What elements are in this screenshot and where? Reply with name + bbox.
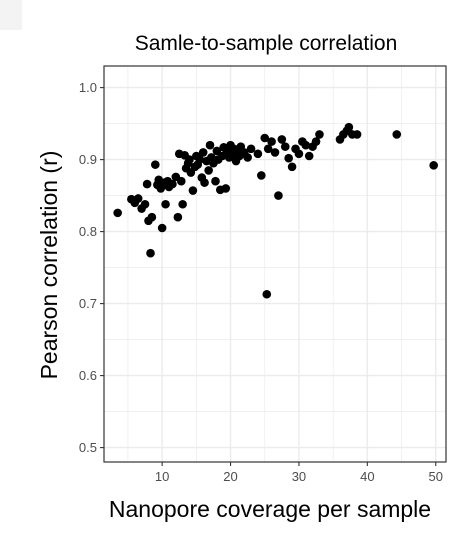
axis-ticks: 10 20 30 40 50 0.5 0.6 0.7 0.8 0.9 1.0: [79, 80, 443, 484]
data-point: [176, 176, 186, 186]
data-point: [198, 148, 208, 157]
data-point: [294, 149, 304, 159]
data-point: [257, 171, 266, 180]
data-point: [260, 133, 270, 143]
data-point: [277, 135, 287, 144]
data-point: [392, 130, 402, 139]
data-point: [315, 130, 324, 139]
data-point: [185, 155, 194, 164]
y-tick-label: 0.6: [79, 368, 97, 383]
data-point: [157, 223, 167, 233]
data-point: [263, 144, 273, 154]
corner-mark: [0, 0, 22, 30]
y-tick-label: 0.9: [79, 152, 97, 167]
data-point: [253, 149, 263, 159]
grid-lines: [104, 66, 446, 462]
data-point: [142, 179, 152, 189]
data-point: [211, 176, 220, 186]
data-point: [133, 194, 143, 203]
data-point: [304, 151, 314, 161]
data-point: [246, 144, 256, 154]
data-point: [200, 178, 209, 187]
x-tick-label: 30: [292, 469, 306, 484]
x-tick-label: 20: [223, 469, 237, 484]
data-point: [429, 161, 438, 170]
data-point: [301, 140, 311, 150]
data-point: [151, 160, 160, 169]
y-tick-label: 1.0: [79, 80, 97, 95]
data-point: [113, 208, 122, 218]
data-point: [173, 212, 183, 222]
data-point: [188, 186, 198, 195]
data-point: [221, 184, 231, 193]
chart-title: Samle-to-sample correlation: [135, 32, 398, 55]
y-tick-label: 0.5: [79, 440, 97, 455]
x-tick-label: 40: [360, 469, 374, 484]
data-point: [352, 130, 362, 139]
y-tick-label: 0.7: [79, 296, 97, 311]
data-point: [212, 146, 222, 156]
data-point: [270, 148, 280, 157]
data-point: [195, 155, 205, 164]
data-point: [280, 142, 290, 151]
data-point: [146, 248, 155, 258]
data-point: [205, 140, 215, 150]
data-point: [161, 199, 170, 209]
data-point: [311, 137, 321, 146]
panel-border: [103, 65, 447, 463]
data-point: [344, 122, 354, 132]
data-point: [147, 212, 157, 222]
data-points: [113, 122, 438, 299]
data-point: [284, 153, 293, 163]
y-axis-label: Pearson correlation (r): [36, 151, 62, 380]
data-point: [274, 191, 283, 200]
x-tick-label: 10: [155, 469, 169, 484]
data-point: [243, 153, 252, 162]
data-point: [178, 199, 187, 209]
data-point: [168, 179, 177, 189]
x-tick-label: 50: [429, 469, 443, 484]
data-point: [267, 137, 276, 146]
data-point: [140, 199, 150, 209]
data-point: [204, 166, 213, 175]
x-axis-label: Nanopore coverage per sample: [109, 496, 431, 522]
y-tick-label: 0.8: [79, 224, 97, 239]
data-point: [287, 162, 297, 172]
data-point: [262, 289, 272, 299]
